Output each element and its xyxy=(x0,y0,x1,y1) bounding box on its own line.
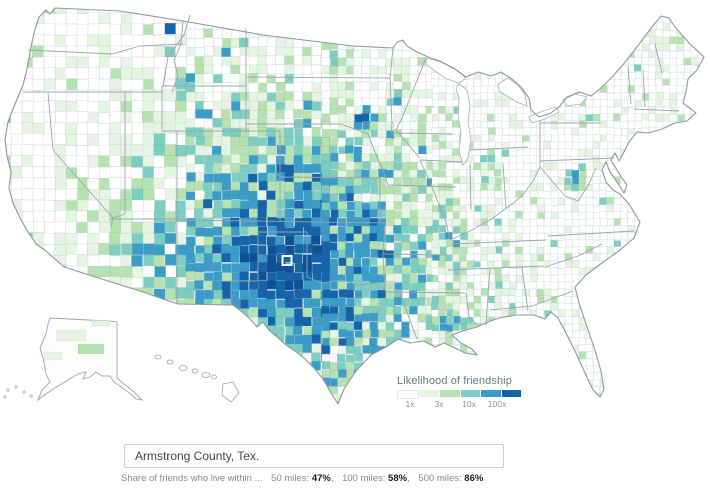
state-borders xyxy=(23,14,680,340)
county-search[interactable] xyxy=(124,444,504,468)
us-friendship-map[interactable]: Likelihood of friendship 1x 3x 10x 100x xyxy=(0,0,710,435)
hawaii-inset xyxy=(154,354,240,403)
share-stat-value: 47% xyxy=(311,473,331,484)
selected-county-marker xyxy=(281,255,293,266)
share-stat-label: 500 miles: xyxy=(418,473,465,484)
share-stat-value: 58% xyxy=(388,473,408,484)
county-search-input[interactable] xyxy=(124,444,504,468)
choropleth-map-canvas[interactable] xyxy=(0,0,710,435)
share-stat-label: 50 miles: xyxy=(268,473,312,484)
nation-outline xyxy=(4,7,705,405)
share-stat-value: 86% xyxy=(464,473,484,484)
share-stat-separator: , xyxy=(407,473,413,484)
share-stat-separator: , xyxy=(330,473,337,484)
share-stats-prefix: Share of friends who live within ... xyxy=(121,473,263,484)
share-stat-label: 100 miles: xyxy=(342,473,389,484)
share-stats: Share of friends who live within ... 50 … xyxy=(121,473,483,484)
alaska-inset xyxy=(3,317,144,402)
